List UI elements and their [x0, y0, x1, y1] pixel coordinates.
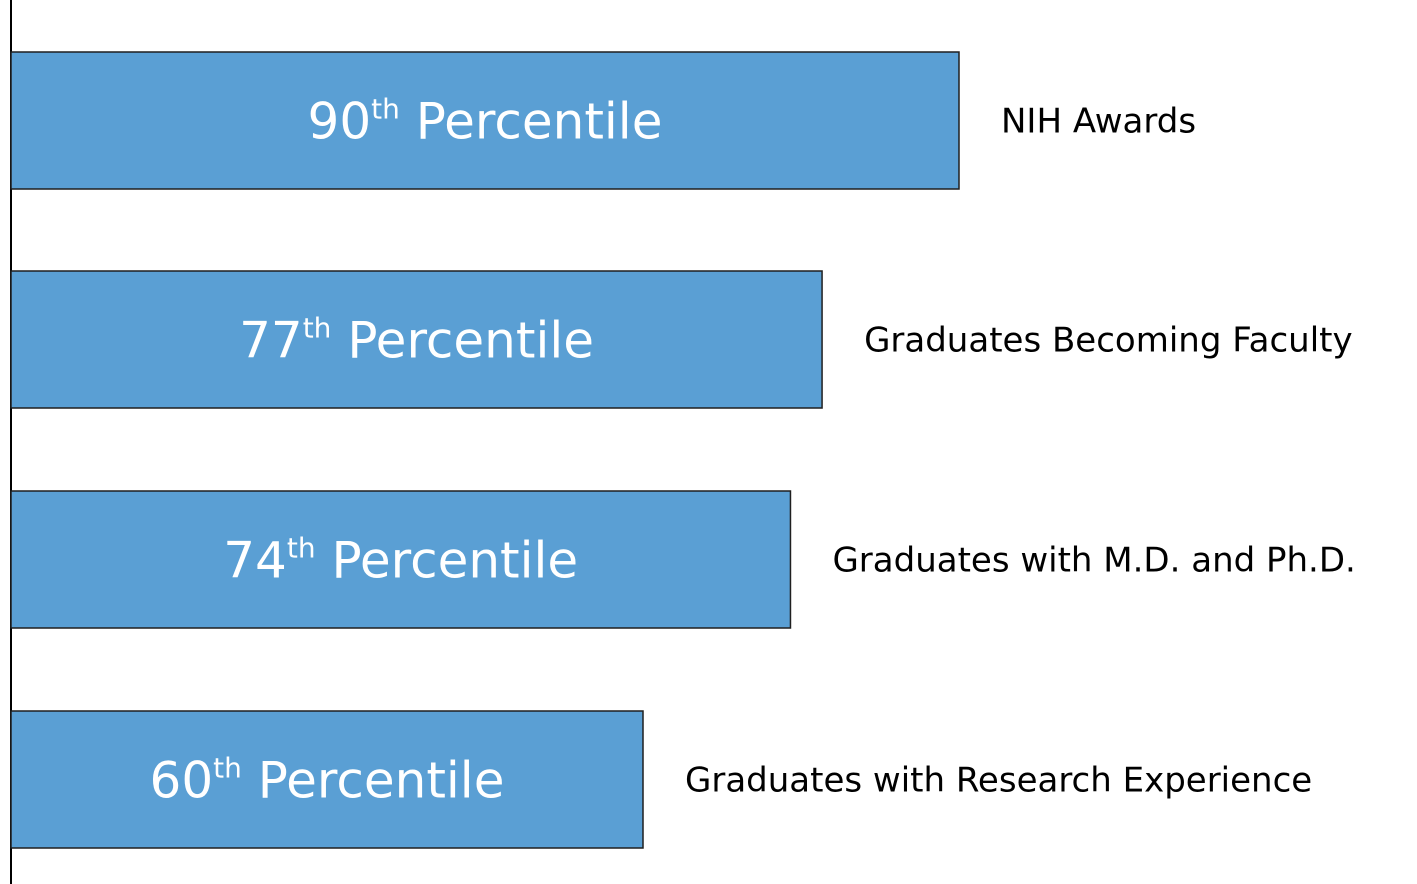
value-unit-word: Percentile: [400, 93, 663, 151]
value-ordinal-suffix: th: [287, 532, 316, 565]
value-unit-word: Percentile: [331, 312, 594, 370]
value-number: 60: [150, 752, 214, 810]
value-number: 90: [308, 93, 372, 151]
bar-value-label: 60th Percentile: [150, 752, 505, 810]
bar-value-label: 77th Percentile: [239, 312, 594, 370]
category-label: Graduates Becoming Faculty: [864, 321, 1353, 361]
value-number: 77: [239, 312, 303, 370]
value-ordinal-suffix: th: [371, 93, 400, 126]
bar: [10, 710, 644, 849]
bar: [10, 270, 823, 409]
bar-value-label: 74th Percentile: [223, 532, 578, 590]
category-label: NIH Awards: [1001, 102, 1196, 142]
bar-value-label: 90th Percentile: [308, 93, 663, 151]
value-unit-word: Percentile: [316, 532, 579, 590]
bar: [10, 490, 792, 629]
category-label: Graduates with Research Experience: [685, 761, 1312, 801]
bar: [10, 51, 960, 190]
value-ordinal-suffix: th: [303, 312, 332, 345]
value-ordinal-suffix: th: [213, 752, 242, 785]
value-number: 74: [223, 532, 287, 590]
value-unit-word: Percentile: [242, 752, 505, 810]
category-label: Graduates with M.D. and Ph.D.: [832, 541, 1355, 581]
